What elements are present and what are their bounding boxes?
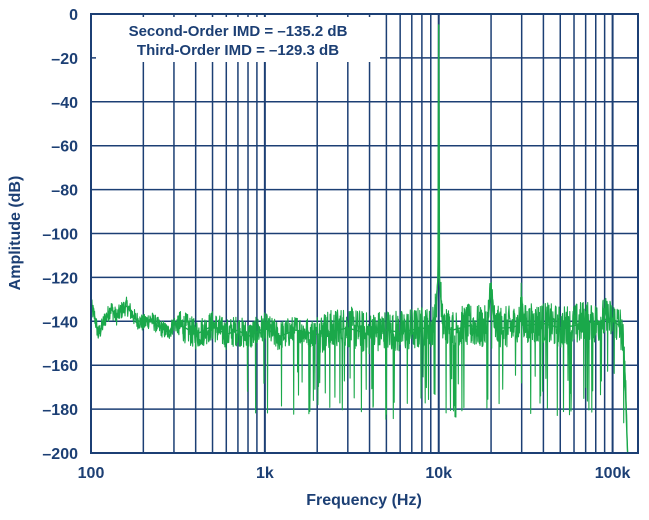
x-tick-labels: 100 1k 10k 100k: [78, 465, 631, 482]
x-axis-label: Frequency (Hz): [306, 492, 422, 509]
y-tick-labels: 0 –20 –40 –60 –80 –100 –120 –140 –160 –180 –200: [42, 7, 78, 463]
y-tick-label: –180: [42, 402, 78, 419]
y-tick-label: –20: [51, 51, 78, 68]
plot-frame: [90, 13, 639, 454]
x-tick-label: 100k: [595, 465, 631, 482]
y-tick-label: –140: [42, 314, 78, 331]
y-tick-label: 0: [69, 7, 78, 24]
series-layer: [90, 24, 629, 454]
series-line: [90, 66, 629, 454]
y-tick-label: –160: [42, 358, 78, 375]
y-axis-label: Amplitude (dB): [7, 176, 24, 291]
annotation-text: Second-Order IMD = –135.2 dB: [129, 23, 348, 40]
y-tick-label: –80: [51, 183, 78, 200]
x-tick-label: 1k: [256, 465, 274, 482]
series-envelope: [90, 24, 629, 454]
annotation-text: Third-Order IMD = –129.3 dB: [137, 42, 339, 59]
y-tick-label: –120: [42, 270, 78, 287]
y-tick-label: –200: [42, 446, 78, 463]
x-tick-label: 10k: [425, 465, 452, 482]
y-tick-label: –100: [42, 227, 78, 244]
x-tick-label: 100: [78, 465, 105, 482]
annotation-box: Second-Order IMD = –135.2 dB Third-Order …: [96, 17, 380, 62]
y-tick-label: –60: [51, 139, 78, 156]
annotation-background: [96, 17, 380, 62]
y-tick-label: –40: [51, 95, 78, 112]
plot-border: [90, 13, 639, 454]
